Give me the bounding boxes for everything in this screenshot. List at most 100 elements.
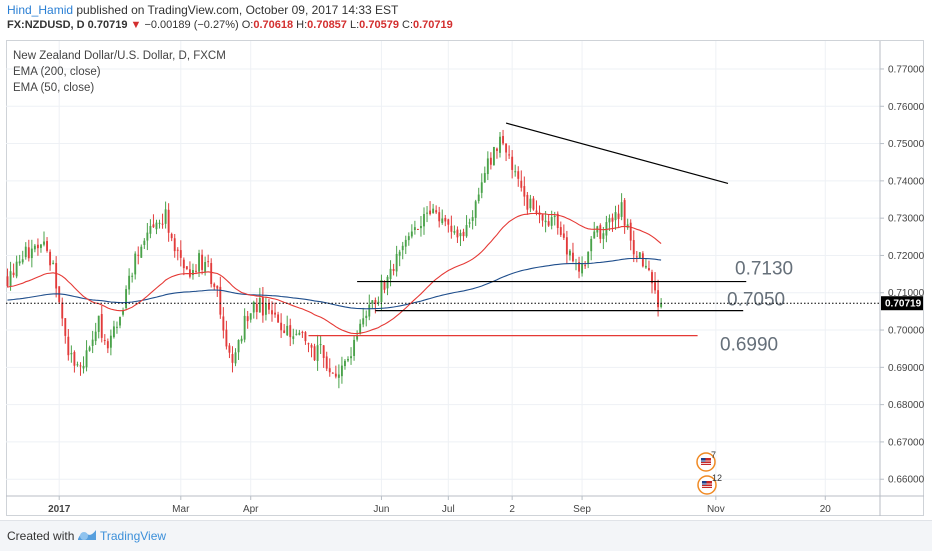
candle[interactable] — [468, 218, 471, 228]
candle[interactable] — [426, 206, 428, 223]
candle[interactable] — [255, 297, 258, 320]
candle[interactable] — [112, 320, 115, 339]
candle[interactable] — [131, 272, 134, 283]
candle[interactable] — [654, 272, 656, 294]
candle[interactable] — [371, 300, 374, 309]
candle[interactable] — [201, 249, 204, 275]
candle[interactable] — [274, 302, 276, 318]
candle[interactable] — [344, 359, 346, 370]
candle[interactable] — [541, 214, 544, 227]
candle[interactable] — [243, 308, 246, 343]
candle[interactable] — [228, 343, 231, 359]
candle[interactable] — [550, 210, 553, 230]
candle[interactable] — [261, 286, 264, 323]
candle[interactable] — [271, 301, 273, 322]
candle[interactable] — [6, 268, 9, 288]
candle[interactable] — [593, 221, 596, 239]
candle[interactable] — [116, 321, 118, 334]
candle[interactable] — [152, 214, 155, 228]
candle[interactable] — [648, 260, 650, 272]
candle[interactable] — [52, 260, 55, 265]
candle[interactable] — [578, 256, 580, 279]
legend-ema50[interactable]: EMA (50, close) — [13, 82, 95, 94]
candle[interactable] — [322, 344, 325, 368]
candle[interactable] — [350, 347, 352, 365]
candle[interactable] — [410, 224, 413, 239]
candle[interactable] — [465, 215, 468, 238]
candle[interactable] — [73, 350, 76, 373]
candle[interactable] — [40, 243, 42, 253]
candle[interactable] — [459, 229, 462, 247]
candle[interactable] — [523, 176, 526, 206]
candle[interactable] — [401, 241, 404, 260]
candle[interactable] — [316, 334, 319, 371]
candle[interactable] — [231, 346, 234, 373]
candle[interactable] — [170, 232, 173, 242]
candle[interactable] — [553, 211, 556, 226]
candle[interactable] — [623, 198, 626, 234]
candle[interactable] — [435, 205, 438, 215]
candle[interactable] — [283, 324, 286, 334]
candle[interactable] — [97, 315, 100, 339]
candle[interactable] — [61, 297, 64, 327]
candle[interactable] — [517, 166, 520, 187]
candle[interactable] — [137, 246, 140, 265]
candle[interactable] — [359, 319, 362, 335]
candle[interactable] — [289, 318, 292, 347]
candle[interactable] — [608, 214, 611, 231]
price-axis[interactable]: 0.77000 0.76000 0.75000 0.74000 0.73000 0.720… — [880, 64, 925, 486]
candle[interactable] — [310, 343, 313, 358]
legend-ema200[interactable]: EMA (200, close) — [13, 66, 101, 78]
candle[interactable] — [210, 258, 213, 288]
candle[interactable] — [392, 263, 395, 276]
candle[interactable] — [416, 228, 419, 230]
candle[interactable] — [365, 310, 368, 327]
candle[interactable] — [240, 335, 243, 344]
candle[interactable] — [486, 151, 489, 181]
candle[interactable] — [33, 243, 36, 253]
candle[interactable] — [179, 240, 182, 267]
candle[interactable] — [18, 254, 21, 266]
price-chart[interactable]: 0.77000 0.76000 0.75000 0.74000 0.73000 0.720… — [0, 0, 932, 520]
candle[interactable] — [353, 336, 356, 361]
candle[interactable] — [347, 356, 349, 363]
candle[interactable] — [234, 348, 237, 367]
candle[interactable] — [252, 300, 255, 319]
candle[interactable] — [635, 251, 638, 263]
candle[interactable] — [237, 339, 240, 360]
candle[interactable] — [173, 233, 176, 258]
candle[interactable] — [337, 364, 340, 389]
candle[interactable] — [575, 258, 577, 271]
candle[interactable] — [122, 307, 124, 317]
candle[interactable] — [471, 210, 474, 230]
candle[interactable] — [368, 294, 371, 321]
trendline[interactable] — [505, 122, 729, 185]
candle[interactable] — [620, 193, 623, 221]
candle[interactable] — [125, 285, 128, 311]
candle[interactable] — [225, 320, 228, 350]
candle[interactable] — [213, 282, 216, 290]
candle[interactable] — [301, 330, 304, 338]
candle[interactable] — [438, 206, 441, 228]
candle[interactable] — [340, 356, 343, 384]
candle[interactable] — [502, 129, 504, 146]
candle[interactable] — [280, 313, 283, 338]
candle[interactable] — [572, 242, 574, 263]
candle[interactable] — [58, 286, 61, 304]
candle[interactable] — [295, 329, 298, 336]
candle[interactable] — [55, 256, 58, 298]
candle[interactable] — [119, 316, 121, 329]
candle[interactable] — [526, 191, 529, 215]
candle[interactable] — [432, 203, 435, 214]
candle[interactable] — [143, 238, 146, 249]
candle[interactable] — [456, 226, 459, 244]
candle[interactable] — [474, 199, 477, 226]
candle[interactable] — [331, 372, 334, 374]
candle[interactable] — [264, 296, 267, 321]
candle[interactable] — [614, 205, 617, 230]
candle[interactable] — [103, 334, 106, 345]
candle[interactable] — [547, 214, 550, 227]
candle[interactable] — [444, 214, 447, 227]
candle[interactable] — [182, 257, 185, 276]
candle[interactable] — [380, 274, 383, 311]
